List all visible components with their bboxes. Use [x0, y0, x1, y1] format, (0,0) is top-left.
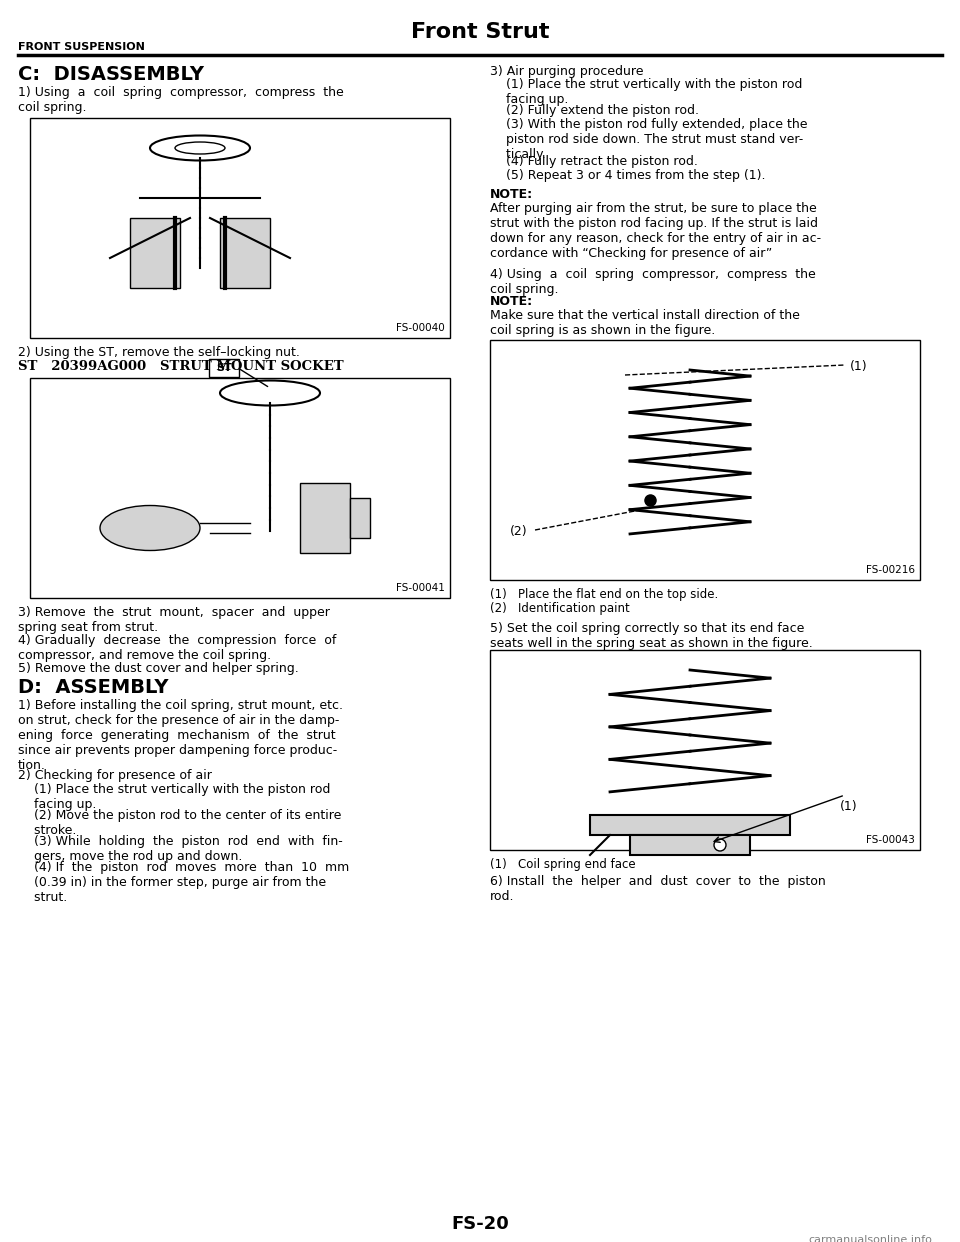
Text: ST: ST: [216, 363, 232, 373]
Bar: [30, 378, 450, 597]
Bar: [300, 483, 350, 553]
Text: NOTE:: NOTE:: [490, 296, 533, 308]
Text: D:  ASSEMBLY: D: ASSEMBLY: [18, 678, 169, 697]
Text: (3) While  holding  the  piston  rod  end  with  fin-
    gers, move the rod up : (3) While holding the piston rod end wit…: [18, 835, 343, 863]
Bar: [350, 498, 370, 538]
Text: After purging air from the strut, be sure to place the
strut with the piston rod: After purging air from the strut, be sur…: [490, 202, 821, 260]
Text: FS-00043: FS-00043: [866, 835, 915, 845]
Text: 5) Set the coil spring correctly so that its end face
seats well in the spring s: 5) Set the coil spring correctly so that…: [490, 622, 813, 650]
Text: Front Strut: Front Strut: [411, 22, 549, 42]
Text: 2) Checking for presence of air: 2) Checking for presence of air: [18, 769, 212, 782]
Text: (3) With the piston rod fully extended, place the
    piston rod side down. The : (3) With the piston rod fully extended, …: [490, 118, 807, 161]
Text: FRONT SUSPENSION: FRONT SUSPENSION: [18, 42, 145, 52]
Text: NOTE:: NOTE:: [490, 188, 533, 201]
Bar: [490, 650, 920, 850]
Text: FS-00216: FS-00216: [866, 565, 915, 575]
Bar: [220, 219, 270, 288]
Text: 6) Install  the  helper  and  dust  cover  to  the  piston
rod.: 6) Install the helper and dust cover to …: [490, 876, 826, 903]
Text: (4) Fully retract the piston rod.: (4) Fully retract the piston rod.: [490, 155, 698, 168]
Text: 1) Using  a  coil  spring  compressor,  compress  the
coil spring.: 1) Using a coil spring compressor, compr…: [18, 86, 344, 114]
Text: (2) Fully extend the piston rod.: (2) Fully extend the piston rod.: [490, 104, 699, 117]
Text: 1) Before installing the coil spring, strut mount, etc.
on strut, check for the : 1) Before installing the coil spring, st…: [18, 699, 343, 773]
Text: FS-00040: FS-00040: [396, 323, 445, 333]
Text: (5) Repeat 3 or 4 times from the step (1).: (5) Repeat 3 or 4 times from the step (1…: [490, 169, 765, 183]
Text: carmanualsonline.info: carmanualsonline.info: [808, 1235, 932, 1242]
Text: (1) Place the strut vertically with the piston rod
    facing up.: (1) Place the strut vertically with the …: [18, 782, 330, 811]
Text: 3) Air purging procedure: 3) Air purging procedure: [490, 65, 643, 78]
Text: ST   20399AG000   STRUT MOUNT SOCKET: ST 20399AG000 STRUT MOUNT SOCKET: [18, 360, 344, 373]
Text: (2)   Identification paint: (2) Identification paint: [490, 602, 630, 615]
FancyBboxPatch shape: [209, 359, 239, 378]
Text: (1) Place the strut vertically with the piston rod
    facing up.: (1) Place the strut vertically with the …: [490, 78, 803, 106]
Text: Make sure that the vertical install direction of the
coil spring is as shown in : Make sure that the vertical install dire…: [490, 309, 800, 337]
Text: (4) If  the  piston  rod  moves  more  than  10  mm
    (0.39 in) in the former : (4) If the piston rod moves more than 10…: [18, 861, 349, 904]
Text: (2): (2): [510, 525, 528, 538]
Circle shape: [714, 840, 726, 851]
Text: 4) Using  a  coil  spring  compressor,  compress  the
coil spring.: 4) Using a coil spring compressor, compr…: [490, 268, 816, 296]
Bar: [130, 219, 180, 288]
Text: FS-00041: FS-00041: [396, 582, 445, 592]
Bar: [630, 835, 750, 854]
Text: C:  DISASSEMBLY: C: DISASSEMBLY: [18, 65, 204, 84]
Bar: [490, 340, 920, 580]
Text: (1)   Coil spring end face: (1) Coil spring end face: [490, 858, 636, 871]
Text: (1)   Place the flat end on the top side.: (1) Place the flat end on the top side.: [490, 587, 718, 601]
Text: (2) Move the piston rod to the center of its entire
    stroke.: (2) Move the piston rod to the center of…: [18, 809, 342, 837]
Text: 5) Remove the dust cover and helper spring.: 5) Remove the dust cover and helper spri…: [18, 662, 299, 674]
Text: 2) Using the ST, remove the self–locking nut.: 2) Using the ST, remove the self–locking…: [18, 347, 300, 359]
Bar: [590, 815, 790, 835]
Text: FS-20: FS-20: [451, 1215, 509, 1233]
Text: 4) Gradually  decrease  the  compression  force  of
compressor, and remove the c: 4) Gradually decrease the compression fo…: [18, 633, 336, 662]
Ellipse shape: [100, 505, 200, 550]
Text: (1): (1): [850, 360, 868, 373]
Bar: [30, 118, 450, 338]
Text: 3) Remove  the  strut  mount,  spacer  and  upper
spring seat from strut.: 3) Remove the strut mount, spacer and up…: [18, 606, 330, 633]
Text: (1): (1): [840, 800, 857, 814]
